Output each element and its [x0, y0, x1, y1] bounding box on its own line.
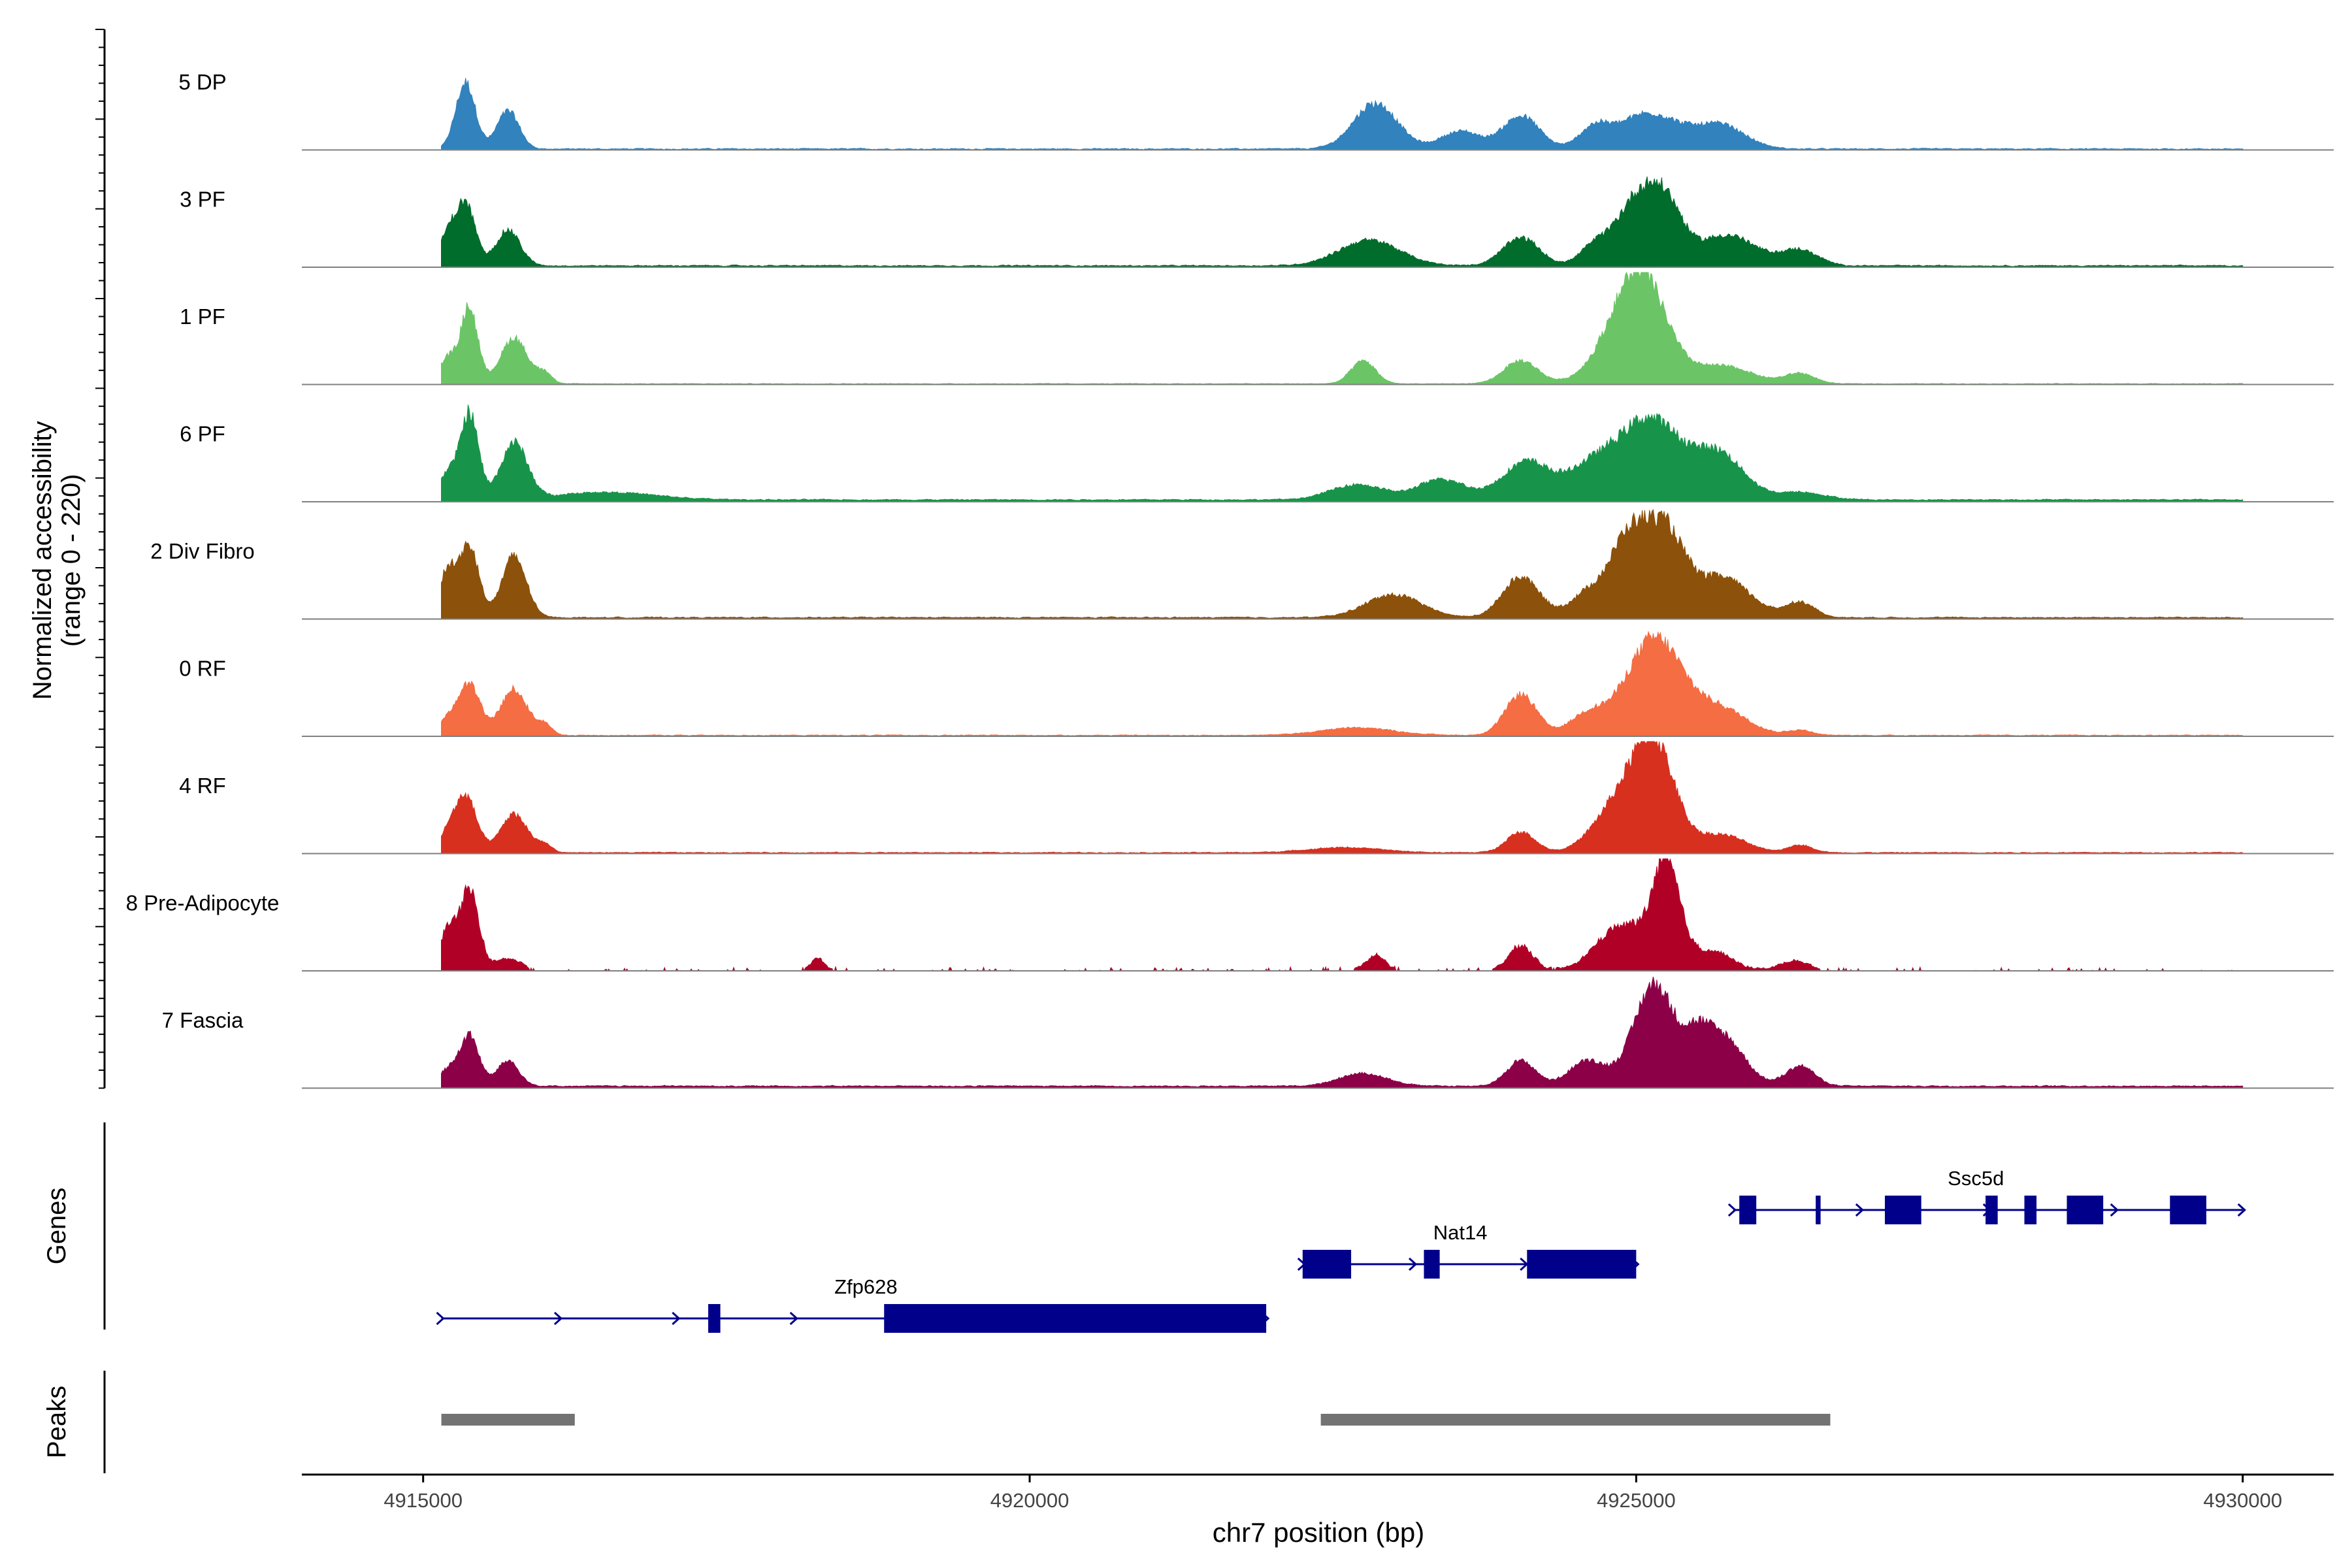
gene-exon: [2170, 1196, 2207, 1224]
gene-exon: [1424, 1250, 1440, 1279]
track-0-rf: 0 RF: [179, 630, 2334, 737]
strand-arrow: [2237, 1203, 2246, 1217]
strand-arrow: [436, 1311, 445, 1326]
gene-exon: [2024, 1196, 2037, 1224]
gene-label: Ssc5d: [1948, 1167, 2004, 1190]
strand-arrow: [1408, 1257, 1418, 1271]
strand-arrow: [789, 1311, 798, 1326]
track-4-rf: 4 RF: [179, 741, 2334, 855]
x-axis-label: chr7 position (bp): [1213, 1517, 1425, 1548]
coverage-area: [441, 78, 2244, 150]
coverage-area: [441, 271, 2244, 385]
track-5-dp: 5 DP: [178, 70, 2334, 151]
y-axis-label: Normalized accessibility: [28, 421, 57, 700]
track-label: 1 PF: [180, 304, 225, 329]
coverage-tracks: 5 DP 3 PF 1 PF 6 PF 2 Div Fibro 0 RF 4 RF 8 Pre…: [126, 70, 2334, 1089]
gene-exon: [2066, 1196, 2104, 1224]
x-tick-label: 4920000: [990, 1489, 1070, 1512]
peak-region: [441, 1414, 575, 1426]
coverage-area: [441, 741, 2244, 854]
coverage-area: [441, 858, 2243, 972]
coverage-area: [441, 508, 2244, 619]
y-axis-range-label: (range 0 - 220): [57, 474, 86, 647]
gene-exon: [1302, 1250, 1352, 1279]
x-tick-label: 4930000: [2203, 1489, 2282, 1512]
gene-exon: [708, 1304, 721, 1333]
x-tick-label: 4925000: [1597, 1489, 1676, 1512]
gene-ssc5d: Ssc5d: [1727, 1167, 2246, 1224]
strand-arrow: [2110, 1203, 2119, 1217]
track-label: 3 PF: [180, 188, 225, 212]
track-label: 5 DP: [178, 70, 226, 94]
strand-arrow: [1727, 1203, 1737, 1217]
strand-arrow: [553, 1311, 563, 1326]
strand-arrow: [672, 1311, 681, 1326]
gene-annotation-track: Genes Zfp628 Nat14 Ssc5d: [42, 1122, 2246, 1333]
x-tick-label: 4915000: [384, 1489, 463, 1512]
gene-label: Zfp628: [834, 1275, 898, 1298]
peak-region: [1320, 1414, 1831, 1426]
track-6-pf: 6 PF: [180, 404, 2334, 502]
gene-exon: [1885, 1196, 1921, 1224]
x-axis: 4915000 4920000 4925000 4930000: [302, 1473, 2334, 1512]
peak-annotation-track: Peaks: [42, 1371, 1831, 1473]
gene-exon: [1985, 1196, 1998, 1224]
coverage-area: [441, 976, 2244, 1088]
track-label: 7 Fascia: [162, 1008, 244, 1032]
gene-exon: [1527, 1250, 1637, 1279]
peaks-track-title: Peaks: [42, 1386, 71, 1458]
gene-label: Nat14: [1433, 1221, 1488, 1244]
coverage-y-axis: [95, 29, 106, 1089]
coverage-area: [441, 630, 2244, 737]
track-8-pre-adipocyte: 8 Pre-Adipocyte: [126, 858, 2334, 972]
gene-exon: [884, 1304, 1267, 1333]
coverage-area: [441, 176, 2244, 268]
track-label: 0 RF: [179, 657, 226, 681]
strand-arrow: [1855, 1203, 1865, 1217]
track-label: 2 Div Fibro: [150, 539, 255, 563]
track-1-pf: 1 PF: [180, 271, 2334, 385]
genes-track-title: Genes: [42, 1188, 71, 1265]
gene-exon: [1816, 1196, 1821, 1224]
track-3-pf: 3 PF: [180, 176, 2334, 268]
gene-zfp628: Zfp628: [436, 1275, 1270, 1333]
track-2-div-fibro: 2 Div Fibro: [150, 508, 2334, 620]
strand-arrow: [1520, 1257, 1529, 1271]
gene-nat14: Nat14: [1297, 1221, 1640, 1279]
coverage-area: [441, 404, 2244, 502]
track-label: 8 Pre-Adipocyte: [126, 891, 280, 915]
gene-exon: [1739, 1196, 1757, 1224]
track-7-fascia: 7 Fascia: [162, 976, 2334, 1089]
track-label: 6 PF: [180, 422, 225, 446]
track-label: 4 RF: [179, 774, 226, 798]
